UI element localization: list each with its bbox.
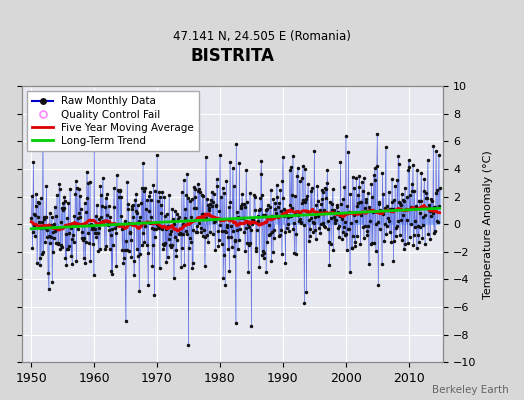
- Text: Berkeley Earth: Berkeley Earth: [432, 385, 508, 395]
- Y-axis label: Temperature Anomaly (°C): Temperature Anomaly (°C): [483, 150, 493, 298]
- Text: 47.141 N, 24.505 E (Romania): 47.141 N, 24.505 E (Romania): [173, 30, 351, 43]
- Legend: Raw Monthly Data, Quality Control Fail, Five Year Moving Average, Long-Term Tren: Raw Monthly Data, Quality Control Fail, …: [27, 91, 199, 151]
- Title: BISTRITA: BISTRITA: [191, 47, 275, 65]
